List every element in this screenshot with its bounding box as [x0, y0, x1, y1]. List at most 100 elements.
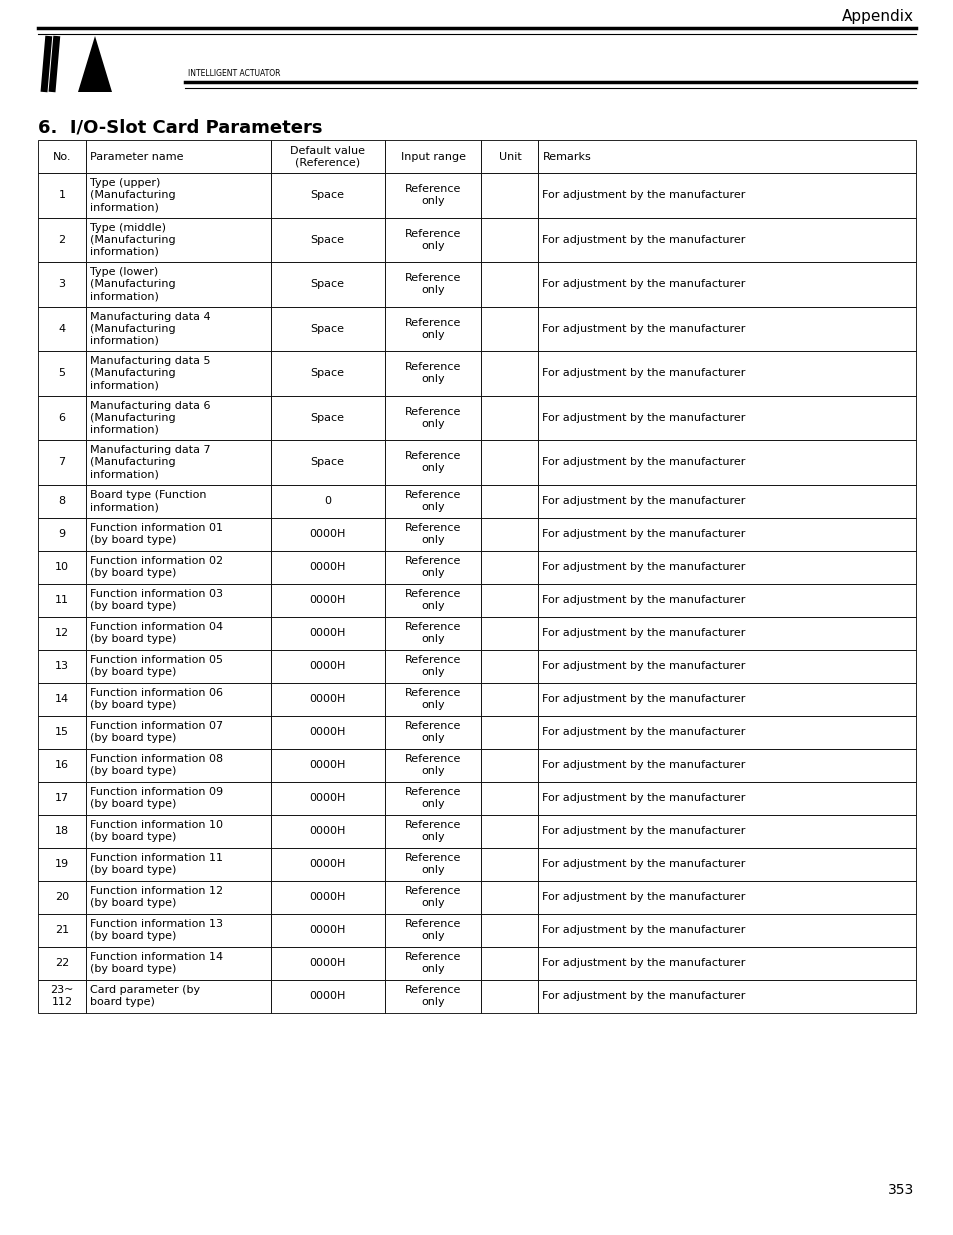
Text: 0000H: 0000H	[309, 826, 346, 836]
Bar	[271, 351, 384, 395]
Bar	[38, 517, 86, 551]
Text: For adjustment by the manufacturer: For adjustment by the manufacturer	[542, 860, 745, 869]
Text: Space: Space	[311, 457, 344, 467]
Text: For adjustment by the manufacturer: For adjustment by the manufacturer	[542, 190, 745, 200]
Text: Space: Space	[311, 324, 344, 333]
Bar	[384, 517, 481, 551]
Text: For adjustment by the manufacturer: For adjustment by the manufacturer	[542, 496, 745, 506]
Text: 0000H: 0000H	[309, 529, 346, 538]
Bar	[384, 782, 481, 815]
Bar	[481, 979, 537, 1013]
Bar	[38, 683, 86, 715]
Bar	[481, 782, 537, 815]
Bar	[481, 946, 537, 979]
Bar	[481, 583, 537, 616]
Bar	[384, 484, 481, 517]
Text: For adjustment by the manufacturer: For adjustment by the manufacturer	[542, 629, 745, 638]
Bar	[38, 217, 86, 262]
Bar	[537, 140, 915, 173]
Bar	[537, 616, 915, 650]
Text: For adjustment by the manufacturer: For adjustment by the manufacturer	[542, 562, 745, 572]
Text: Board type (Function
information): Board type (Function information)	[91, 490, 207, 513]
Bar	[384, 979, 481, 1013]
Bar	[38, 715, 86, 748]
Text: For adjustment by the manufacturer: For adjustment by the manufacturer	[542, 235, 745, 245]
Bar	[537, 262, 915, 306]
Bar	[271, 748, 384, 782]
Bar	[384, 395, 481, 440]
Text: 0: 0	[324, 496, 331, 506]
Bar	[86, 217, 271, 262]
Bar	[384, 140, 481, 173]
Bar	[86, 979, 271, 1013]
Bar	[271, 484, 384, 517]
Text: Parameter name: Parameter name	[91, 152, 184, 162]
Bar	[537, 173, 915, 217]
Bar	[271, 173, 384, 217]
Text: No.: No.	[52, 152, 71, 162]
Text: 15: 15	[55, 727, 69, 737]
Bar	[384, 583, 481, 616]
Text: Appendix: Appendix	[841, 9, 913, 23]
Bar	[271, 914, 384, 946]
Text: For adjustment by the manufacturer: For adjustment by the manufacturer	[542, 826, 745, 836]
Bar	[537, 782, 915, 815]
Bar	[271, 782, 384, 815]
Bar	[38, 262, 86, 306]
Bar	[537, 583, 915, 616]
Bar	[38, 351, 86, 395]
Text: 0000H: 0000H	[309, 727, 346, 737]
Text: Reference
only: Reference only	[404, 362, 461, 384]
Bar	[86, 683, 271, 715]
Bar	[537, 551, 915, 583]
Text: Reference
only: Reference only	[404, 655, 461, 677]
Bar	[537, 979, 915, 1013]
Bar	[537, 815, 915, 847]
Text: 7: 7	[58, 457, 66, 467]
Text: 0000H: 0000H	[309, 629, 346, 638]
Bar	[271, 881, 384, 914]
Bar	[86, 583, 271, 616]
Bar	[537, 715, 915, 748]
Bar	[481, 847, 537, 881]
Text: Manufacturing data 4
(Manufacturing
information): Manufacturing data 4 (Manufacturing info…	[91, 311, 211, 346]
Text: Type (middle)
(Manufacturing
information): Type (middle) (Manufacturing information…	[91, 222, 175, 257]
Text: 18: 18	[55, 826, 70, 836]
Text: Reference
only: Reference only	[404, 589, 461, 611]
Bar	[86, 946, 271, 979]
Bar	[384, 815, 481, 847]
Text: 2: 2	[58, 235, 66, 245]
Text: Reference
only: Reference only	[404, 820, 461, 842]
Bar	[38, 881, 86, 914]
Bar	[271, 140, 384, 173]
Bar	[537, 351, 915, 395]
Text: 353: 353	[887, 1183, 913, 1197]
Text: Function information 12
(by board type): Function information 12 (by board type)	[91, 885, 223, 908]
Bar	[38, 914, 86, 946]
Bar	[38, 551, 86, 583]
Bar	[537, 650, 915, 683]
Text: For adjustment by the manufacturer: For adjustment by the manufacturer	[542, 412, 745, 422]
Bar	[537, 748, 915, 782]
Bar	[481, 262, 537, 306]
Bar	[38, 484, 86, 517]
Bar	[271, 262, 384, 306]
Bar	[271, 217, 384, 262]
Bar	[86, 715, 271, 748]
Bar	[481, 173, 537, 217]
Text: Function information 07
(by board type): Function information 07 (by board type)	[91, 721, 223, 743]
Text: For adjustment by the manufacturer: For adjustment by the manufacturer	[542, 760, 745, 769]
Bar	[271, 306, 384, 351]
Bar	[384, 616, 481, 650]
Text: For adjustment by the manufacturer: For adjustment by the manufacturer	[542, 925, 745, 935]
Bar	[271, 616, 384, 650]
Text: 0000H: 0000H	[309, 562, 346, 572]
Text: Function information 14
(by board type): Function information 14 (by board type)	[91, 952, 223, 974]
Text: Input range: Input range	[400, 152, 465, 162]
Text: Reference
only: Reference only	[404, 721, 461, 743]
Text: Function information 10
(by board type): Function information 10 (by board type)	[91, 820, 223, 842]
Text: Reference
only: Reference only	[404, 885, 461, 908]
Bar	[384, 946, 481, 979]
Text: Space: Space	[311, 368, 344, 378]
Bar	[384, 351, 481, 395]
